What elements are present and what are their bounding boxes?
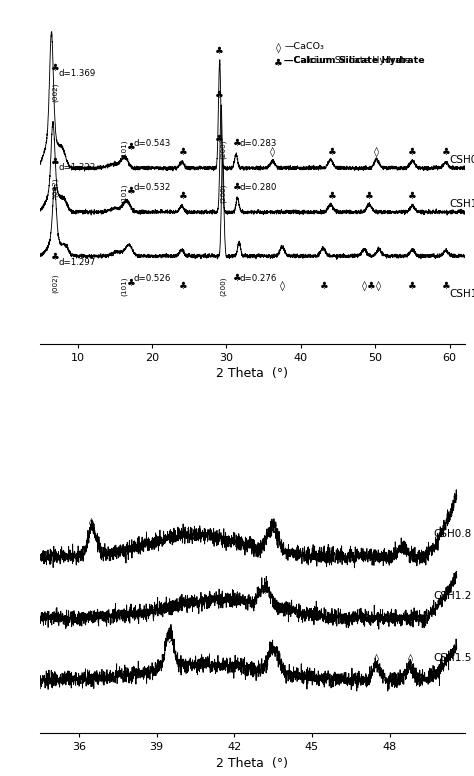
Text: ♣: ♣: [127, 143, 136, 152]
Text: ♣: ♣: [179, 147, 188, 158]
Text: d=1.369: d=1.369: [58, 68, 95, 78]
Text: d=0.526: d=0.526: [133, 274, 171, 283]
Text: ◊: ◊: [376, 281, 382, 291]
Text: ♣: ♣: [365, 191, 374, 201]
Text: ♣: ♣: [127, 186, 136, 196]
Text: CSH0.8: CSH0.8: [434, 529, 472, 539]
Text: ♣: ♣: [442, 281, 450, 291]
Text: (101): (101): [121, 276, 128, 296]
Text: ◊: ◊: [270, 147, 275, 158]
Text: ♣: ♣: [408, 147, 417, 158]
Text: —CaCO₃: —CaCO₃: [284, 42, 324, 50]
Text: CSH1.5: CSH1.5: [434, 653, 472, 663]
Text: ♣: ♣: [320, 281, 329, 291]
Text: (101): (101): [121, 184, 128, 203]
Text: ♣: ♣: [51, 252, 60, 262]
Text: d=0.283: d=0.283: [239, 138, 276, 147]
Text: (002): (002): [52, 82, 58, 102]
Text: ♣: ♣: [179, 191, 188, 201]
Text: ♣: ♣: [274, 58, 283, 68]
Text: ♣: ♣: [328, 191, 337, 201]
Text: ♣: ♣: [408, 191, 417, 201]
Text: ♣: ♣: [269, 646, 277, 656]
Text: ♣: ♣: [233, 182, 242, 192]
X-axis label: 2 Theta  (°): 2 Theta (°): [217, 367, 288, 380]
Text: (200): (200): [220, 140, 227, 159]
Text: d=0.532: d=0.532: [133, 182, 171, 192]
Text: ♣: ♣: [215, 133, 224, 144]
Text: d=0.543: d=0.543: [133, 138, 171, 147]
Text: ◊: ◊: [374, 654, 379, 664]
Text: CSH0.8: CSH0.8: [450, 154, 474, 165]
Text: CSH1.5: CSH1.5: [450, 289, 474, 299]
Text: d=1.297: d=1.297: [58, 258, 95, 267]
Text: (200): (200): [220, 276, 227, 296]
Text: CSH1.2: CSH1.2: [450, 199, 474, 209]
Text: ◊: ◊: [408, 654, 413, 664]
X-axis label: 2 Theta  (°): 2 Theta (°): [217, 757, 288, 770]
Text: d=0.280: d=0.280: [239, 182, 276, 192]
Text: —Calcium Silicate Hydrate: —Calcium Silicate Hydrate: [284, 57, 425, 65]
Text: (002): (002): [52, 273, 58, 293]
Text: ◊: ◊: [362, 281, 366, 291]
Text: ◊: ◊: [276, 43, 281, 54]
Text: d=0.276: d=0.276: [239, 274, 276, 283]
Text: (002): (002): [52, 178, 58, 197]
Text: ♣: ♣: [261, 586, 270, 596]
Text: ♣: ♣: [51, 63, 60, 73]
Text: ♣: ♣: [179, 281, 188, 291]
Text: ◊: ◊: [374, 147, 379, 158]
Text: ◊: ◊: [280, 281, 285, 291]
Text: ♣: ♣: [269, 520, 277, 530]
Text: ♣: ♣: [215, 46, 224, 56]
Text: ♣: ♣: [51, 157, 60, 167]
Text: ♣: ♣: [233, 273, 242, 283]
Text: (200): (200): [220, 184, 227, 203]
Text: ♣: ♣: [408, 281, 417, 291]
Text: (101): (101): [121, 140, 128, 159]
Text: ♣: ♣: [442, 147, 450, 158]
Text: CSH1.2: CSH1.2: [434, 591, 472, 601]
Text: ♣: ♣: [367, 281, 376, 291]
Text: ◊: ◊: [90, 518, 95, 528]
Text: ♣: ♣: [215, 89, 224, 99]
Text: ◊: ◊: [167, 632, 172, 643]
Text: d=1.322: d=1.322: [58, 163, 96, 172]
Text: ♣: ♣: [328, 147, 337, 158]
Text: —Calcium Silicate Hydrate: —Calcium Silicate Hydrate: [284, 57, 411, 65]
Text: ♣: ♣: [127, 278, 136, 288]
Text: ♣: ♣: [233, 137, 242, 147]
